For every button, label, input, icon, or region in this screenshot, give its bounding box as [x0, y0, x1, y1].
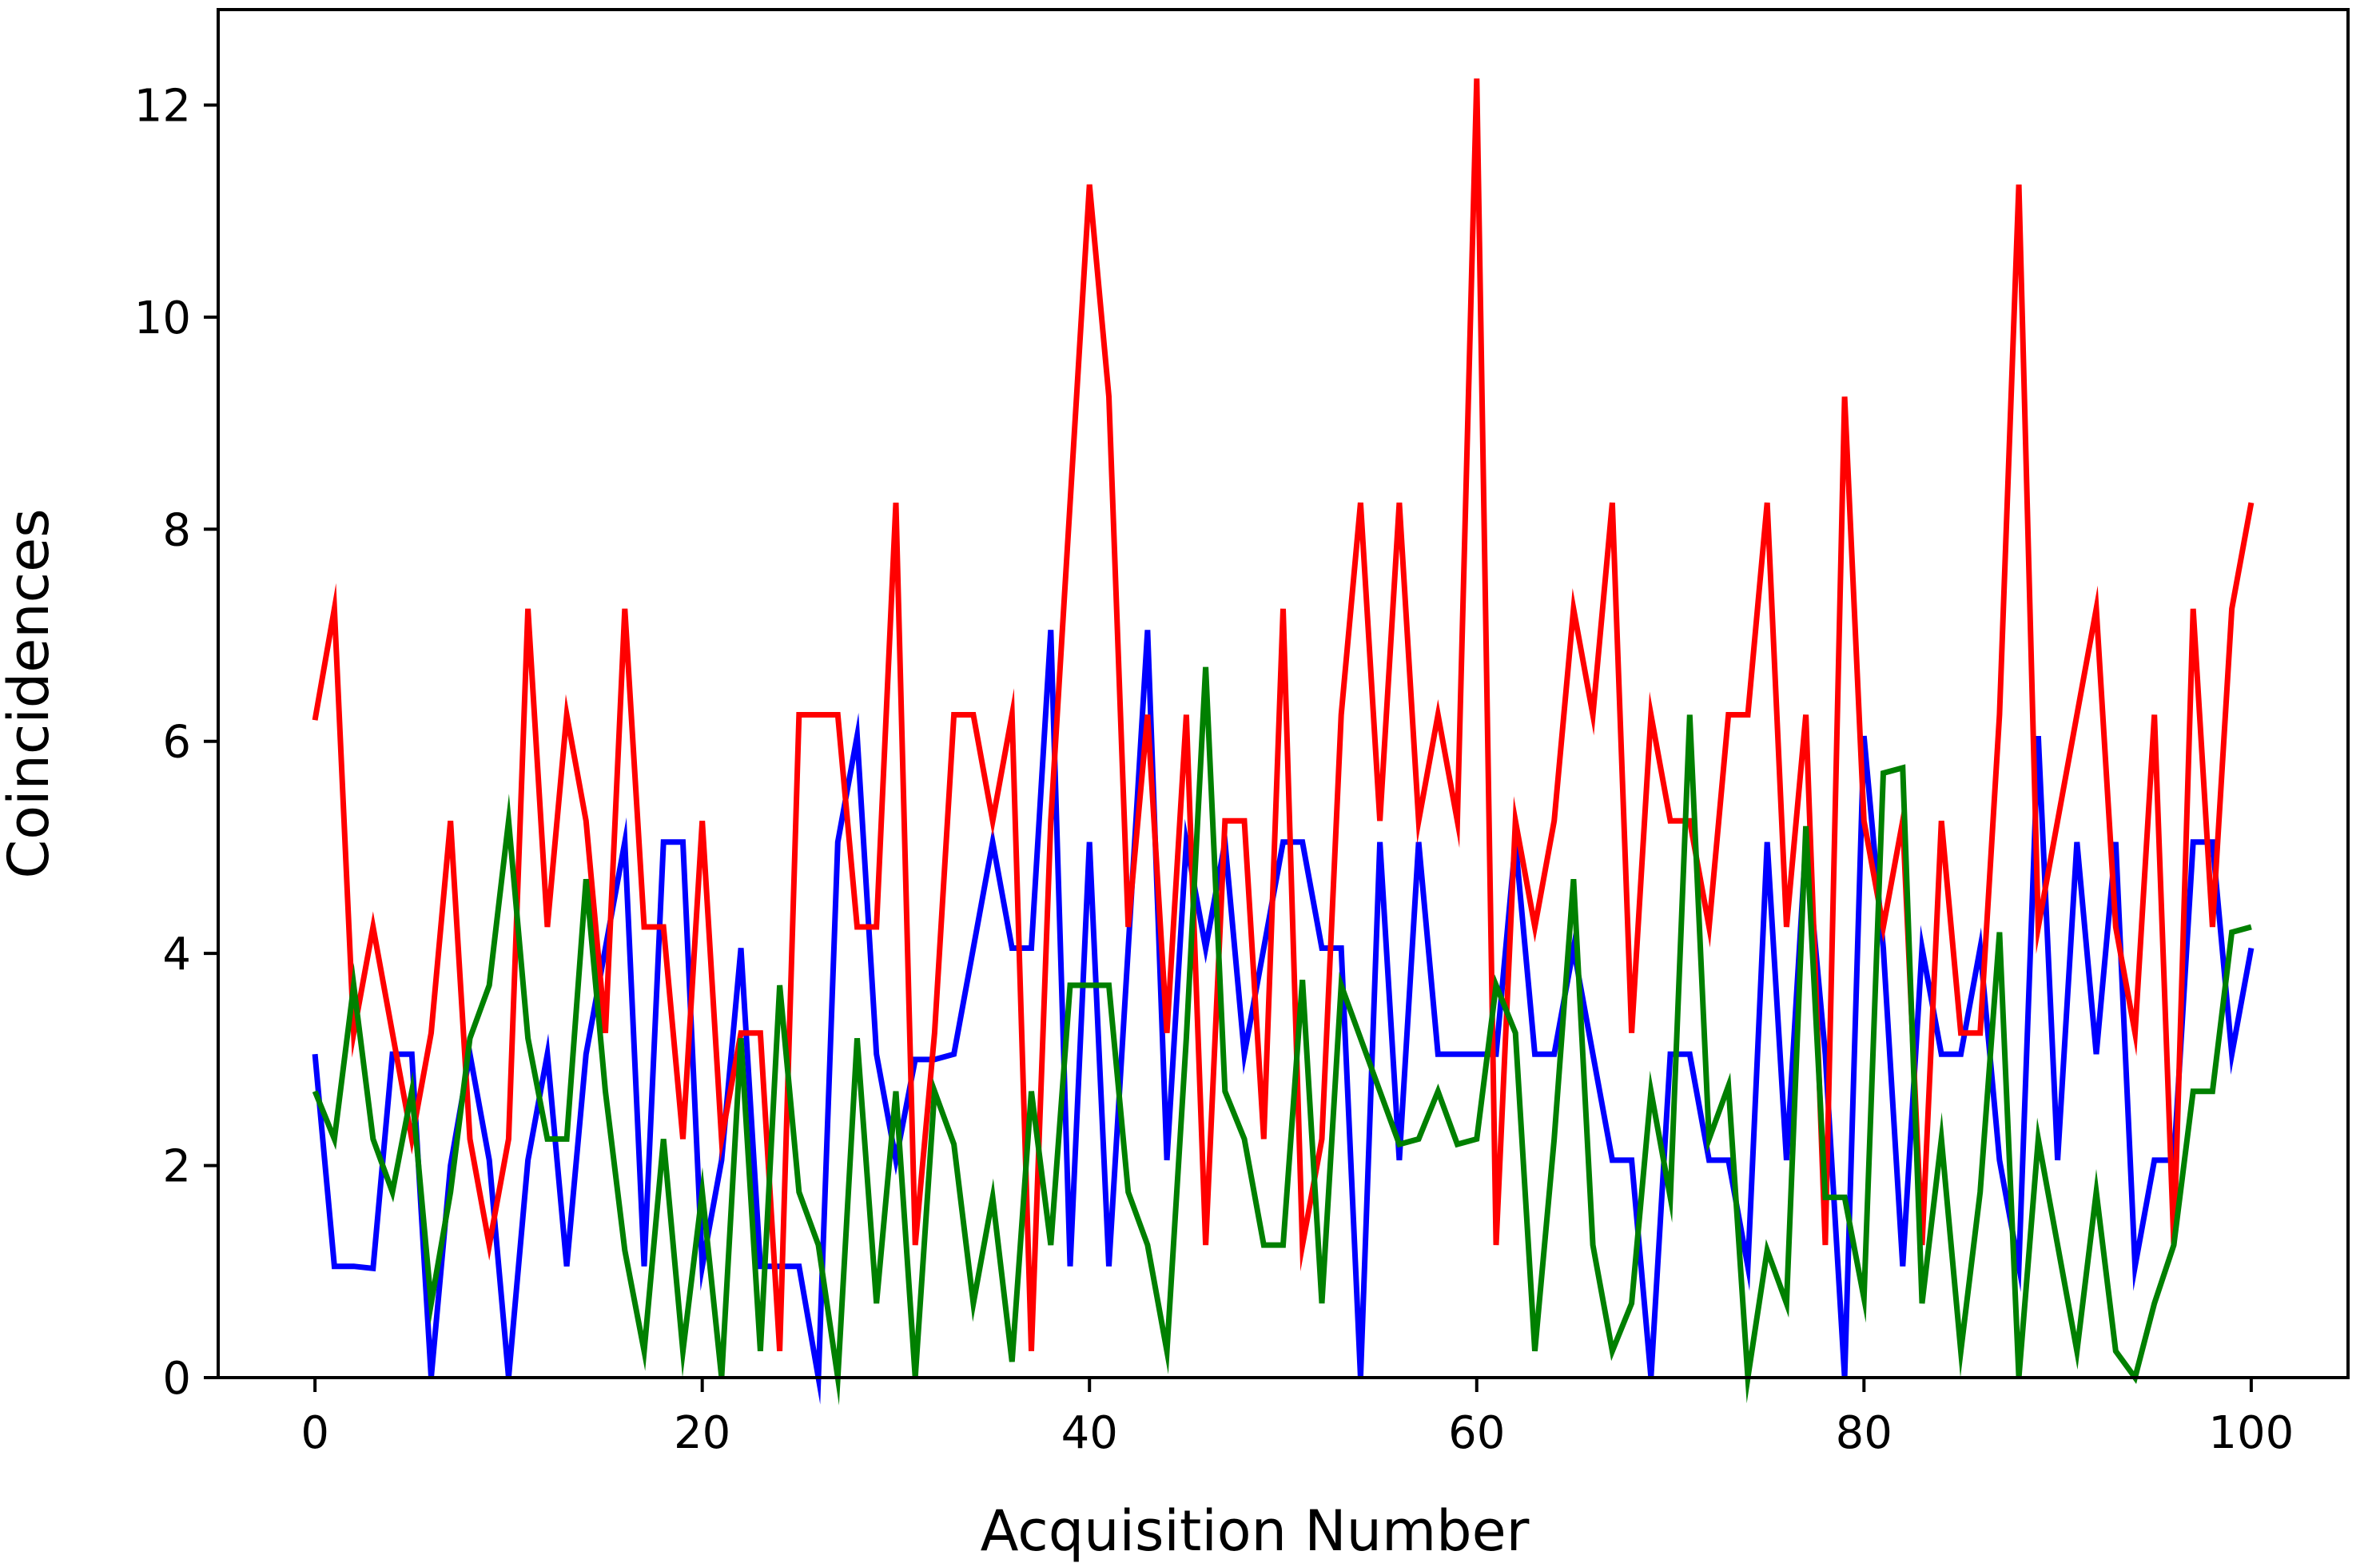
x-axis-label: Acquisition Number: [981, 1498, 1530, 1564]
plot-frame: [217, 8, 2350, 1379]
x-tick-label: 80: [1836, 1407, 1892, 1459]
y-tick-label: 2: [162, 1141, 191, 1193]
series-line-3: [312, 666, 2252, 1406]
x-tick-label: 100: [2208, 1407, 2294, 1459]
y-axis-label: Coincidences: [0, 508, 62, 878]
x-tick-label: 40: [1061, 1407, 1118, 1459]
x-axis: 0 20 40 60 80 100: [300, 1378, 2294, 1459]
y-tick-label: 10: [134, 292, 191, 344]
x-tick-label: 60: [1448, 1407, 1505, 1459]
x-tick-label: 0: [300, 1407, 329, 1459]
series-line-2: [312, 78, 2255, 1352]
x-tick-label: 20: [674, 1407, 730, 1459]
series-line-1: [312, 630, 2255, 1405]
y-tick-label: 4: [162, 929, 191, 980]
y-tick-label: 6: [162, 717, 191, 769]
y-axis: 0 2 4 6 8 10 12: [134, 80, 218, 1405]
y-tick-label: 12: [134, 80, 191, 132]
y-tick-label: 0: [162, 1353, 191, 1405]
plot-lines: [312, 78, 2255, 1406]
y-tick-label: 8: [162, 504, 191, 556]
